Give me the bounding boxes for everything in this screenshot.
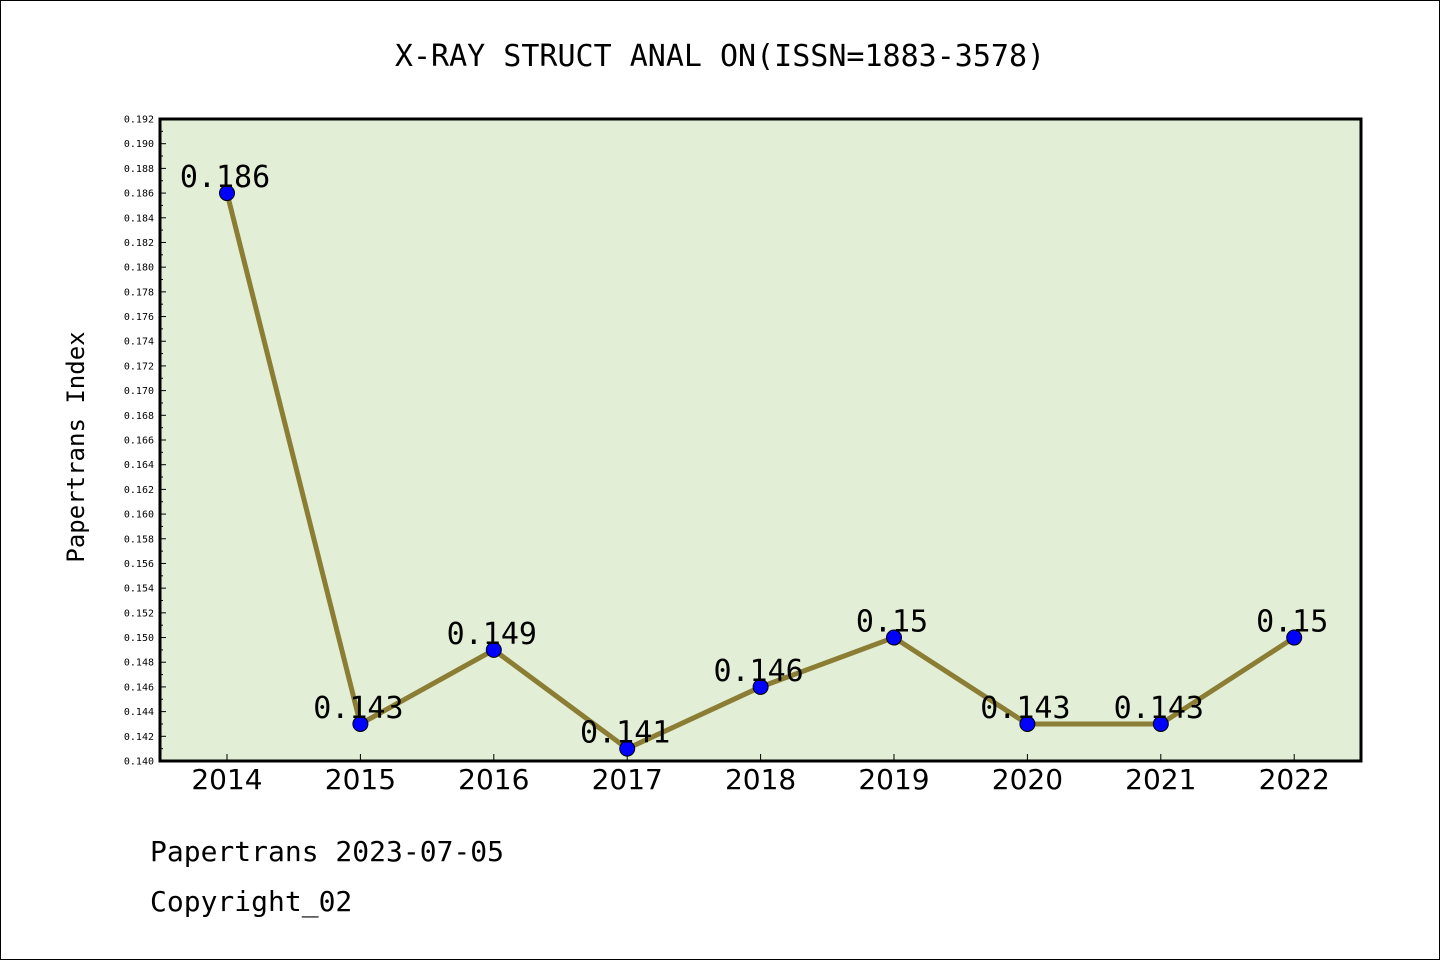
data-point-2022 [1286, 629, 1303, 646]
y-tick-label: 0.172 [124, 361, 154, 372]
y-tick-label: 0.188 [124, 164, 154, 175]
data-point-2020 [1019, 715, 1036, 732]
data-label-2019: 0.15 [856, 605, 928, 640]
data-label-2020: 0.143 [980, 691, 1070, 726]
y-tick-label: 0.164 [124, 460, 154, 471]
y-tick-label: 0.186 [124, 189, 154, 200]
x-tick-label: 2014 [191, 763, 262, 796]
x-tick-label: 2016 [458, 763, 529, 796]
y-axis-label: Papertrans Index [62, 331, 90, 562]
y-tick-label: 0.190 [124, 139, 154, 150]
y-axis-ticks: 0.140 0.142 0.144 0.146 0.148 0.150 0.152 0.154… [124, 115, 166, 768]
data-point-2017 [619, 740, 636, 757]
x-tick-label: 2019 [858, 763, 929, 796]
x-tick-label: 2021 [1125, 763, 1196, 796]
y-tick-label: 0.158 [124, 534, 154, 545]
y-tick-label: 0.160 [124, 510, 154, 521]
x-tick-label: 2015 [325, 763, 396, 796]
data-point-2016 [485, 641, 502, 658]
y-tick-label: 0.180 [124, 263, 154, 274]
x-tick-label: 2017 [592, 763, 663, 796]
y-tick-label: 0.174 [124, 337, 154, 348]
data-point-2019 [886, 629, 902, 646]
y-tick-label: 0.168 [124, 411, 154, 422]
data-label-2017: 0.141 [580, 716, 670, 751]
y-tick-label: 0.154 [124, 584, 154, 595]
y-tick-label: 0.144 [124, 707, 154, 718]
y-tick-label: 0.150 [124, 633, 154, 644]
footer-copyright: Copyright_02 [150, 885, 353, 918]
data-point-2014 [219, 185, 235, 202]
x-tick-label: 2020 [992, 763, 1063, 796]
data-label-2016: 0.149 [447, 617, 537, 652]
x-tick-label: 2022 [1259, 763, 1330, 796]
y-tick-label: 0.176 [124, 312, 154, 323]
chart-title: X-RAY STRUCT ANAL ON(ISSN=1883-3578) [395, 39, 1045, 74]
y-tick-label: 0.170 [124, 386, 154, 397]
data-label-2022: 0.15 [1256, 605, 1328, 640]
data-label-2014: 0.186 [180, 160, 270, 195]
data-point-2018 [752, 678, 769, 695]
data-label-2018: 0.146 [713, 654, 803, 689]
y-tick-label: 0.146 [124, 682, 154, 693]
x-axis-ticks: 2014 2015 2016 2017 2018 2019 2020 2021 2022 [191, 754, 1330, 796]
data-point-2021 [1152, 715, 1169, 732]
y-tick-label: 0.140 [124, 757, 154, 768]
y-tick-label: 0.184 [124, 213, 154, 224]
data-labels: 0.186 0.143 0.149 0.141 0.146 0.15 0.143 0.143 0… [180, 160, 1328, 751]
x-tick-label: 2018 [725, 763, 796, 796]
y-tick-label: 0.192 [124, 115, 154, 126]
y-tick-label: 0.142 [124, 732, 154, 743]
y-tick-label: 0.178 [124, 287, 154, 298]
y-tick-label: 0.148 [124, 658, 154, 669]
plot-border [158, 117, 1363, 763]
y-tick-label: 0.162 [124, 485, 154, 496]
data-label-2015: 0.143 [313, 691, 403, 726]
data-markers [219, 185, 1303, 757]
y-tick-label: 0.156 [124, 559, 154, 570]
data-point-2015 [352, 715, 369, 732]
y-tick-label: 0.182 [124, 238, 154, 249]
y-tick-label: 0.166 [124, 436, 154, 447]
plot-area [160, 119, 1361, 761]
y-tick-label: 0.152 [124, 608, 154, 619]
footer-source-date: Papertrans 2023-07-05 [150, 835, 505, 868]
data-label-2021: 0.143 [1114, 691, 1204, 726]
